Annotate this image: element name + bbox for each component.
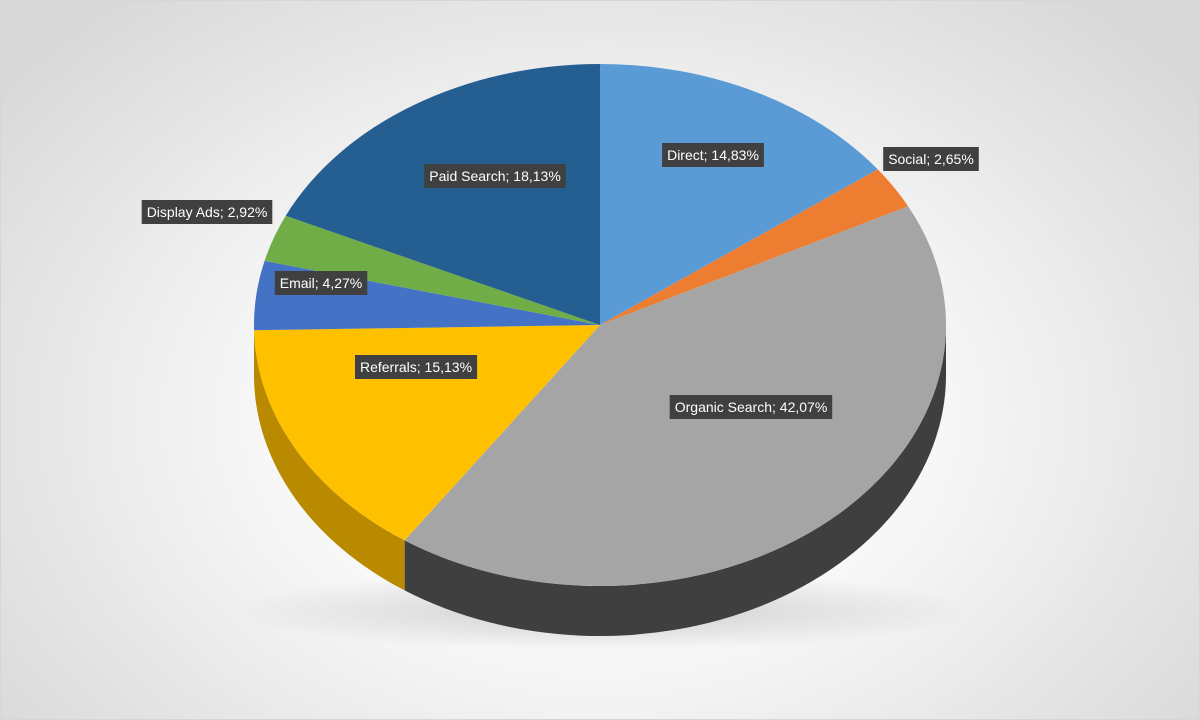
data-label-text: Social; 2,65% — [888, 151, 974, 167]
data-label-text: Referrals; 15,13% — [360, 359, 472, 375]
data-label-box — [662, 143, 764, 167]
pie-sides — [254, 325, 946, 637]
data-label-box — [355, 355, 478, 379]
data-label-text: Organic Search; 42,07% — [675, 399, 828, 415]
data-label-box — [424, 164, 566, 188]
pie-data-labels: Direct; 14,83% Social; 2,65% Organic Searc… — [141, 143, 979, 419]
data-label-box — [669, 395, 833, 419]
data-label-email: Email; 4,27% — [274, 271, 368, 295]
data-label-text: Email; 4,27% — [280, 275, 362, 291]
pie-tops — [253, 64, 946, 587]
pie-side-referrals — [254, 330, 405, 591]
pie-slice-direct — [600, 64, 878, 325]
pie-slice-display-ads — [264, 215, 600, 325]
data-label-referrals: Referrals; 15,13% — [355, 355, 478, 379]
data-label-direct: Direct; 14,83% — [662, 143, 764, 167]
pie-slice-paid-search — [285, 64, 600, 325]
pie-side-organic-search — [404, 325, 946, 637]
data-label-box — [141, 200, 273, 224]
pie-slice-referrals — [254, 325, 600, 541]
data-label-text: Direct; 14,83% — [667, 147, 759, 163]
data-label-text: Paid Search; 18,13% — [429, 168, 561, 184]
data-label-display-ads: Display Ads; 2,92% — [141, 200, 273, 224]
data-label-text: Display Ads; 2,92% — [147, 204, 268, 220]
data-label-organic-search: Organic Search; 42,07% — [669, 395, 833, 419]
data-label-paid-search: Paid Search; 18,13% — [424, 164, 566, 188]
data-label-social: Social; 2,65% — [883, 147, 979, 171]
pie-slice-social — [600, 169, 909, 325]
data-label-box — [274, 271, 368, 295]
data-label-box — [883, 147, 979, 171]
